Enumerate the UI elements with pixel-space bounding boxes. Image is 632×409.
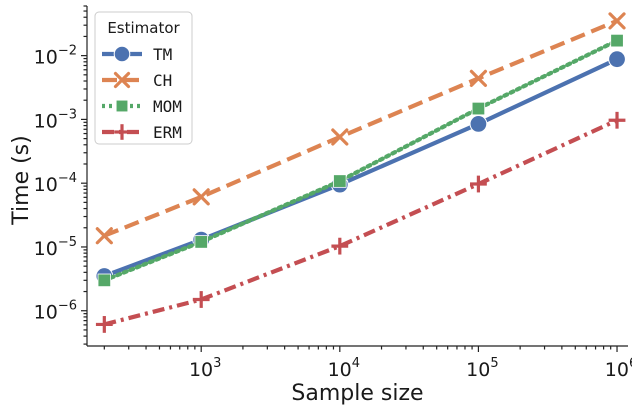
legend-label-mom: MOM [153, 97, 182, 116]
legend-label-erm: ERM [153, 123, 182, 142]
x-tick-label: 104 [328, 356, 360, 381]
legend-entry-tm: TM [102, 45, 172, 64]
tick-labels: 103 104 105 106 10−6 10−5 10−4 10−3 10−2 [34, 44, 632, 381]
y-tick-label: 10−4 [34, 171, 77, 196]
y-axis-label: Time (s) [9, 135, 34, 225]
data-point-erm [608, 111, 626, 129]
data-point-erm [192, 291, 210, 308]
data-point-erm [331, 237, 349, 255]
data-point-mom [333, 174, 347, 188]
legend: Estimator TM CH MOM ERM [94, 11, 193, 145]
y-tick-label: 10−6 [34, 299, 77, 324]
series-erm [95, 111, 626, 333]
data-point-ch [95, 227, 113, 245]
legend-entry-erm: ERM [102, 123, 182, 142]
legend-marker-tm [113, 45, 131, 63]
x-axis-label: Sample size [291, 381, 423, 405]
data-point-ch [608, 12, 626, 30]
series-mom [97, 33, 624, 288]
legend-marker-erm [114, 124, 130, 140]
legend-label-tm: TM [153, 45, 172, 64]
data-point-mom [610, 33, 624, 48]
legend-marker-ch [113, 71, 131, 89]
data-point-erm [95, 316, 113, 333]
legend-title: Estimator [107, 19, 180, 37]
x-tick-label: 106 [605, 356, 632, 381]
data-point-ch [331, 128, 349, 146]
series-line-erm [103, 118, 618, 327]
data-point-mom [471, 101, 486, 116]
legend-label-ch: CH [153, 71, 172, 90]
data-point-erm [470, 175, 487, 193]
data-point-tm [608, 50, 626, 69]
y-tick-label: 10−3 [34, 107, 77, 132]
data-point-mom [97, 273, 112, 288]
legend-entry-ch: CH [102, 71, 172, 90]
data-point-mom [194, 235, 208, 249]
series-layer [95, 12, 626, 333]
y-tick-label: 10−2 [34, 44, 77, 69]
data-point-ch [469, 69, 488, 87]
legend-entry-mom: MOM [102, 97, 182, 116]
series-ch [95, 12, 626, 245]
legend-marker-mom [115, 99, 129, 113]
data-point-tm [469, 115, 488, 133]
x-tick-label: 105 [466, 356, 498, 381]
y-tick-label: 10−5 [34, 235, 77, 260]
x-tick-label: 103 [189, 356, 221, 381]
data-point-ch [192, 188, 210, 206]
axes [81, 5, 628, 352]
